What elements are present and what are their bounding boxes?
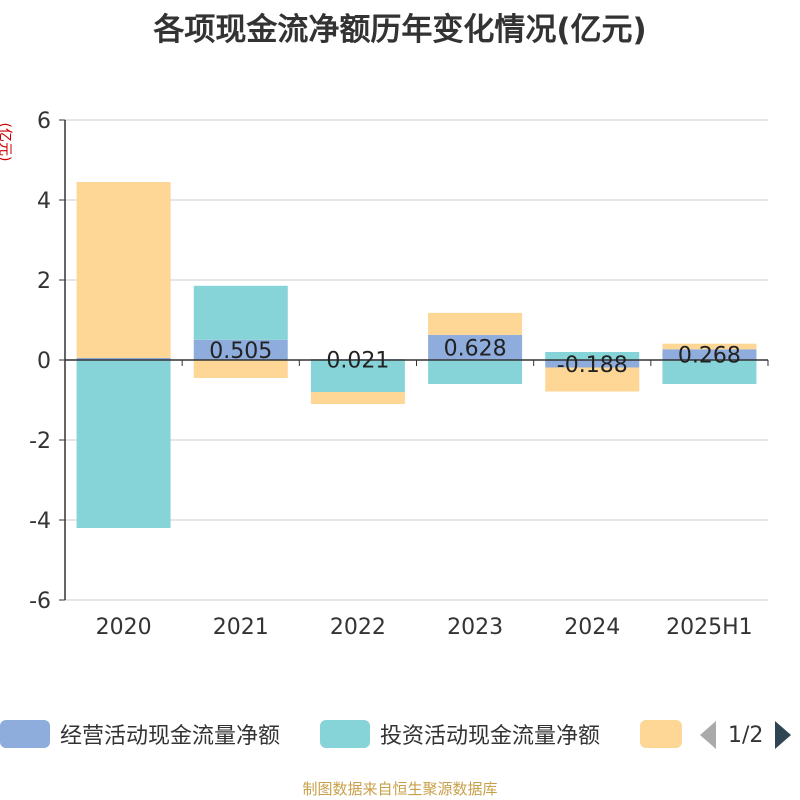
bar-operating (662, 349, 757, 360)
data-label: 0.628 (444, 336, 507, 361)
bar-financing (545, 367, 640, 392)
data-label: 0.021 (326, 349, 389, 374)
y-tick-label: 2 (37, 269, 51, 294)
legend-item-investing[interactable]: 投资活动现金流量净额 (320, 720, 601, 749)
legend-item-operating[interactable]: 经营活动现金流量净额 (0, 720, 281, 749)
x-tick-label: 2025H1 (666, 615, 753, 640)
y-tick-label: 6 (37, 109, 51, 134)
bar-financing (428, 312, 523, 335)
bar-financing (193, 360, 288, 378)
source-footer: 制图数据来自恒生聚源数据库 (302, 780, 498, 798)
legend-swatch-financing (640, 720, 682, 748)
bar-financing (76, 182, 171, 358)
data-label: -0.188 (557, 353, 628, 378)
y-tick-label: -4 (29, 509, 51, 534)
y-tick-label: -2 (29, 429, 51, 454)
bars (76, 182, 757, 528)
bar-investing (193, 285, 288, 340)
data-label: 0.505 (209, 339, 272, 364)
x-tick-label: 2022 (330, 615, 386, 640)
bar-operating (193, 339, 288, 360)
bar-operating (428, 334, 523, 360)
bar-financing (662, 343, 757, 350)
legend-swatch-investing (320, 720, 370, 748)
pager-page-text: 1/2 (728, 722, 764, 748)
grid-lines (65, 119, 768, 601)
bar-operating (76, 358, 171, 360)
bar-operating (545, 360, 640, 368)
bar-investing (76, 360, 171, 528)
legend-item-financing[interactable] (640, 720, 682, 748)
x-tick-label: 2020 (96, 615, 152, 640)
legend-pager: 1/2 (700, 720, 792, 750)
pager-prev-icon[interactable] (700, 721, 716, 749)
bar-investing (310, 360, 405, 392)
legend: 经营活动现金流量净额 投资活动现金流量净额 1/2 (0, 714, 800, 754)
bar-investing (545, 352, 640, 360)
x-tick-label: 2021 (213, 615, 269, 640)
axes: 6 4 2 0 -2 -4 -6 2020 2021 2022 2023 2024 2025H1 (29, 109, 769, 640)
x-tick-label: 2024 (564, 615, 620, 640)
x-tick-label: 2023 (447, 615, 503, 640)
chart-plot: 6 4 2 0 -2 -4 -6 2020 2021 2022 2023 2024 2025H1 0.5… (29, 109, 769, 640)
data-label: 0.268 (678, 344, 741, 369)
data-labels: 0.505 0.021 0.628 -0.188 0.268 (209, 336, 741, 377)
bar-investing (428, 360, 523, 384)
bar-financing (310, 392, 405, 404)
y-tick-label: -6 (29, 589, 51, 614)
y-tick-label: 4 (37, 189, 51, 214)
legend-swatch-operating (0, 720, 50, 748)
legend-label-investing: 投资活动现金流量净额 (380, 724, 601, 749)
y-tick-label: 0 (37, 349, 51, 374)
bar-investing (662, 360, 757, 384)
chart-title: 各项现金流净额历年变化情况(亿元) (153, 12, 647, 48)
pager-next-icon[interactable] (775, 721, 792, 749)
legend-label-operating: 经营活动现金流量净额 (60, 724, 281, 749)
